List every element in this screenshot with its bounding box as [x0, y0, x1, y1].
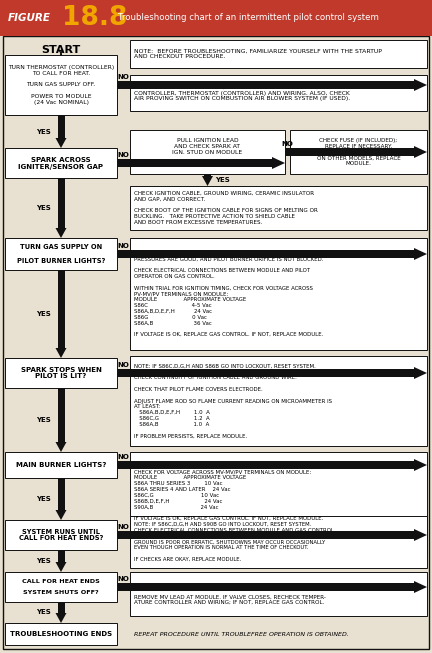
Polygon shape: [414, 581, 427, 593]
Text: YES: YES: [35, 496, 51, 502]
Bar: [5, 452, 117, 478]
Text: MAIN BURNER LIGHTS?: MAIN BURNER LIGHTS?: [16, 462, 106, 468]
Text: YES: YES: [35, 558, 51, 564]
Text: CHECK FOR PROPER THERMOSTAT (CONTROLLER) OPERATION.

REMOVE MV LEAD AT MODULE. I: CHECK FOR PROPER THERMOSTAT (CONTROLLER)…: [134, 582, 326, 605]
Bar: [5, 55, 117, 115]
Bar: [117, 250, 414, 258]
Bar: [57, 478, 64, 510]
Text: NO: NO: [118, 152, 130, 158]
Bar: [117, 583, 414, 591]
Text: NO: NO: [118, 362, 130, 368]
Text: FIGURE: FIGURE: [8, 13, 51, 23]
Text: NO: NO: [118, 454, 130, 460]
Text: CHECK IGNITION CABLE, GROUND WIRING, CERAMIC INSULATOR
AND GAP, AND CORRECT.

CH: CHECK IGNITION CABLE, GROUND WIRING, CER…: [134, 191, 318, 225]
Polygon shape: [55, 348, 67, 358]
Polygon shape: [55, 442, 67, 452]
Text: YES: YES: [35, 205, 51, 211]
Bar: [204, 174, 211, 176]
Text: TURN THERMOSTAT (CONTROLLER)
TO CALL FOR HEAT.

TURN GAS SUPPLY OFF.

POWER TO M: TURN THERMOSTAT (CONTROLLER) TO CALL FOR…: [8, 65, 114, 105]
Text: SYSTEM RUNS UNTIL
CALL FOR HEAT ENDS?: SYSTEM RUNS UNTIL CALL FOR HEAT ENDS?: [19, 528, 103, 541]
Bar: [5, 148, 117, 178]
Text: PULL IGNITION LEAD
AND CHECK SPARK AT
IGN. STUD ON MODULE

SPARK OKAY?: PULL IGNITION LEAD AND CHECK SPARK AT IG…: [172, 138, 242, 166]
Bar: [57, 115, 64, 138]
Polygon shape: [202, 176, 213, 186]
Text: YES: YES: [35, 417, 51, 423]
Bar: [57, 602, 64, 613]
Text: NO: NO: [118, 576, 130, 582]
Text: NOTE: IF S86C,D,G,H AND S90B GO INTO LOCKOUT, RESET SYSTEM.

CHECK CONTINUITY OF: NOTE: IF S86C,D,G,H AND S90B GO INTO LOC…: [134, 522, 325, 562]
Bar: [117, 369, 414, 377]
Text: TROUBLESHOOTING ENDS: TROUBLESHOOTING ENDS: [10, 631, 112, 637]
Text: Troubleshooting chart of an intermittent pilot control system: Troubleshooting chart of an intermittent…: [118, 14, 379, 22]
Bar: [130, 572, 427, 616]
Bar: [117, 81, 414, 89]
Polygon shape: [414, 529, 427, 541]
Bar: [57, 388, 64, 442]
Text: YES: YES: [35, 609, 51, 616]
Polygon shape: [414, 248, 427, 260]
Text: CHECK FOR VOLTAGE ACROSS MV-MV/PV TERMINALS ON MODULE:
MODULE               APPR: CHECK FOR VOLTAGE ACROSS MV-MV/PV TERMIN…: [134, 470, 336, 539]
Bar: [130, 238, 427, 350]
Bar: [285, 148, 414, 156]
Text: YES: YES: [35, 311, 51, 317]
Bar: [117, 531, 414, 539]
Bar: [57, 178, 64, 228]
Bar: [290, 130, 427, 174]
Polygon shape: [414, 79, 427, 91]
Polygon shape: [55, 138, 67, 148]
Text: YES: YES: [35, 129, 51, 135]
Text: CHECK THAT ALL MANUAL GAS VALVES ARE OPEN, SUPPLY TUBING AND
PRESSURES ARE GOOD,: CHECK THAT ALL MANUAL GAS VALVES ARE OPE…: [134, 251, 325, 337]
Text: CALL FOR HEAT ENDS

SYSTEM SHUTS OFF?: CALL FOR HEAT ENDS SYSTEM SHUTS OFF?: [22, 579, 100, 596]
Text: NO: NO: [118, 74, 130, 80]
Text: SPARK ACROSS
IGNITER/SENSOR GAP: SPARK ACROSS IGNITER/SENSOR GAP: [19, 157, 104, 170]
Text: START: START: [41, 45, 81, 55]
Bar: [117, 461, 414, 469]
Polygon shape: [414, 367, 427, 379]
Bar: [130, 130, 285, 174]
Text: NO: NO: [118, 243, 130, 249]
Bar: [130, 186, 427, 230]
Bar: [130, 40, 427, 68]
Bar: [5, 238, 117, 270]
Bar: [117, 159, 272, 167]
Polygon shape: [55, 510, 67, 520]
Polygon shape: [55, 228, 67, 238]
Text: NOTE:  BEFORE TROUBLESHOOTING, FAMILIARIZE YOURSELF WITH THE STARTUP
AND CHECKOU: NOTE: BEFORE TROUBLESHOOTING, FAMILIARIZ…: [134, 48, 382, 59]
Bar: [130, 516, 427, 568]
Bar: [5, 520, 117, 550]
Text: CHECK FUSE (IF INCLUDED);
REPLACE IF NECESSARY.

ON OTHER MODELS, REPLACE
MODULE: CHECK FUSE (IF INCLUDED); REPLACE IF NEC…: [317, 138, 400, 166]
Text: YES: YES: [215, 177, 230, 183]
Polygon shape: [414, 146, 427, 158]
Text: 18.8: 18.8: [62, 5, 127, 31]
Bar: [0, 0, 432, 36]
Bar: [130, 75, 427, 111]
Polygon shape: [55, 562, 67, 572]
Text: SPARK STOPS WHEN
PILOT IS LIT?: SPARK STOPS WHEN PILOT IS LIT?: [21, 366, 102, 379]
Bar: [130, 452, 427, 556]
Polygon shape: [414, 459, 427, 471]
Text: REPEAT PROCEDURE UNTIL TROUBLEFREE OPERATION IS OBTAINED.: REPEAT PROCEDURE UNTIL TROUBLEFREE OPERA…: [134, 633, 349, 637]
Text: CHECK LINE VOLTAGE POWER, LOW VOLTAGE TRANSFORMER, LIMIT
CONTROLLER, THERMOSTAT : CHECK LINE VOLTAGE POWER, LOW VOLTAGE TR…: [134, 85, 350, 101]
Text: NOTE: IF S86C,D,G,H AND S86B GO INTO LOCKOUT, RESET SYSTEM.

CHECK CONTINUITY OF: NOTE: IF S86C,D,G,H AND S86B GO INTO LOC…: [134, 364, 332, 438]
Text: TURN GAS SUPPLY ON

PILOT BURNER LIGHTS?: TURN GAS SUPPLY ON PILOT BURNER LIGHTS?: [17, 244, 105, 264]
Bar: [5, 572, 117, 602]
Bar: [5, 358, 117, 388]
Bar: [130, 356, 427, 446]
Polygon shape: [272, 157, 285, 169]
Polygon shape: [55, 613, 67, 623]
Bar: [57, 550, 64, 562]
Text: NO: NO: [118, 524, 130, 530]
Bar: [57, 270, 64, 348]
Bar: [5, 623, 117, 645]
Text: NO: NO: [282, 141, 293, 147]
